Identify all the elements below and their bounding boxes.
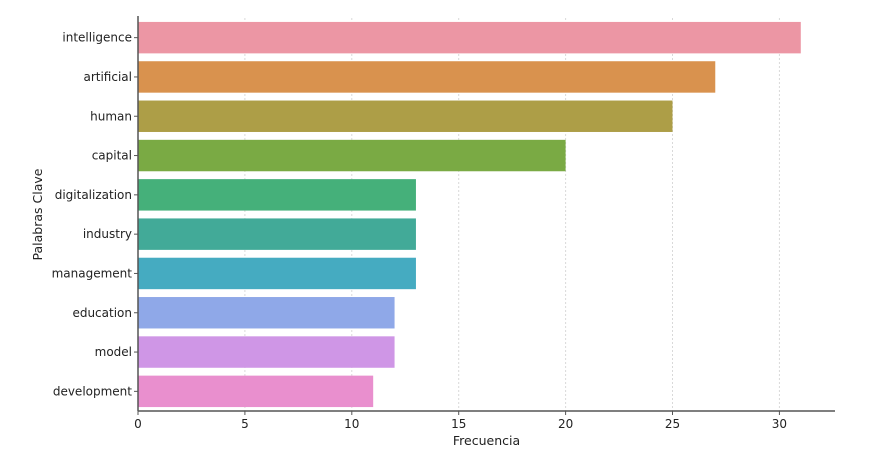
x-axis-label: Frecuencia: [453, 433, 520, 448]
axes: [137, 16, 835, 412]
x-tick-label-5: 5: [241, 417, 249, 431]
x-tick-label-10: 10: [344, 417, 359, 431]
bar-model: [138, 336, 395, 368]
bar-human: [138, 100, 673, 132]
x-tick-label-30: 30: [772, 417, 787, 431]
y-axis-label: Palabras Clave: [30, 168, 45, 260]
bars: [138, 21, 801, 408]
x-tick-label-25: 25: [665, 417, 680, 431]
x-tick-label-15: 15: [451, 417, 466, 431]
bar-digitalization: [138, 179, 416, 211]
bar-artificial: [138, 61, 716, 93]
y-tick-label-industry: industry: [83, 227, 132, 241]
bar-management: [138, 257, 416, 290]
y-tick-label-human: human: [90, 109, 132, 123]
y-tick-label-education: education: [72, 306, 132, 320]
y-tick-label-management: management: [52, 266, 133, 280]
x-ticks: 0 5 10 15 20 25 30: [134, 411, 787, 431]
y-tick-label-digitalization: digitalization: [55, 188, 132, 202]
y-tick-label-model: model: [95, 345, 132, 359]
y-tick-label-intelligence: intelligence: [62, 31, 132, 45]
bar-education: [138, 297, 395, 329]
x-tick-label-20: 20: [558, 417, 573, 431]
bar-industry: [138, 218, 416, 250]
y-tick-label-capital: capital: [92, 149, 132, 163]
x-tick-label-0: 0: [134, 417, 142, 431]
bar-development: [138, 375, 374, 408]
bar-intelligence: [138, 21, 801, 54]
y-tick-label-artificial: artificial: [83, 70, 132, 84]
bar-capital: [138, 139, 566, 172]
y-tick-label-development: development: [53, 384, 132, 398]
y-tick-labels: intelligence artificial human capital digita…: [52, 31, 138, 398]
